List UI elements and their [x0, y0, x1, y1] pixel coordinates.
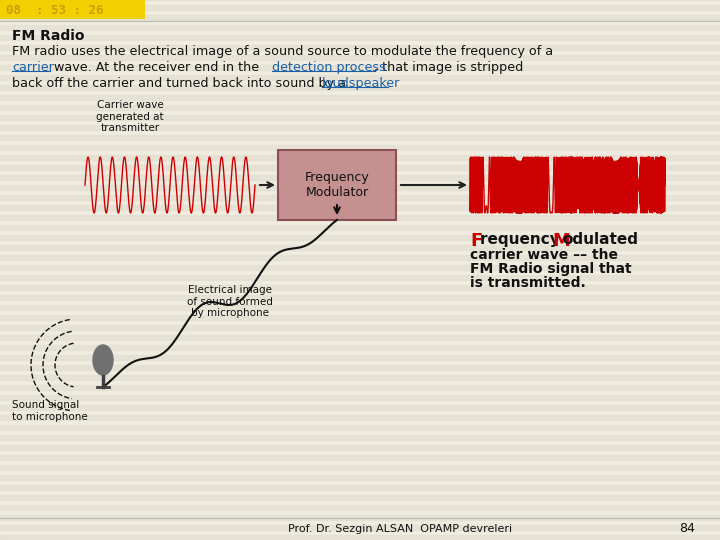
Bar [0, 5, 720, 10]
FancyBboxPatch shape [0, 0, 145, 19]
Bar [0, 425, 720, 430]
Bar [0, 35, 720, 40]
Text: Electrical image
of sound formed
by microphone: Electrical image of sound formed by micr… [187, 285, 273, 318]
Bar [0, 95, 720, 100]
Bar [0, 435, 720, 440]
Text: Carrier wave
generated at
transmitter: Carrier wave generated at transmitter [96, 100, 164, 133]
Text: FM Radio: FM Radio [12, 29, 84, 43]
Bar [0, 355, 720, 360]
FancyBboxPatch shape [278, 150, 396, 220]
Bar [0, 415, 720, 420]
Bar [0, 145, 720, 150]
Bar [0, 325, 720, 330]
Text: Sound signal
to microphone: Sound signal to microphone [12, 400, 88, 422]
Text: .: . [388, 77, 392, 90]
Text: FM Radio signal that: FM Radio signal that [470, 262, 631, 276]
Text: odulated: odulated [562, 232, 638, 247]
Bar [0, 75, 720, 80]
Bar [0, 85, 720, 90]
Bar [0, 365, 720, 370]
Bar [0, 305, 720, 310]
Bar [0, 245, 720, 250]
Text: loudspeaker: loudspeaker [322, 77, 400, 90]
Text: carrier wave –– the: carrier wave –– the [470, 248, 618, 262]
Bar [0, 205, 720, 210]
Bar [0, 255, 720, 260]
Bar [0, 505, 720, 510]
Bar [0, 295, 720, 300]
Bar [0, 455, 720, 460]
Bar [0, 345, 720, 350]
Bar [0, 485, 720, 490]
Bar [0, 195, 720, 200]
Bar [0, 15, 720, 20]
Bar [0, 445, 720, 450]
Bar [0, 275, 720, 280]
Bar [0, 175, 720, 180]
Bar [0, 105, 720, 110]
Bar [0, 25, 720, 30]
Bar [0, 515, 720, 520]
Bar [0, 55, 720, 60]
Bar [0, 315, 720, 320]
Bar [0, 115, 720, 120]
Text: 08  : 53 : 26: 08 : 53 : 26 [6, 3, 104, 17]
Bar [0, 465, 720, 470]
Text: M: M [552, 232, 570, 250]
Text: Frequency
Modulator: Frequency Modulator [305, 171, 369, 199]
Bar [0, 185, 720, 190]
Text: wave. At the receiver end in the: wave. At the receiver end in the [50, 61, 263, 74]
Bar [0, 335, 720, 340]
Text: back off the carrier and turned back into sound by a: back off the carrier and turned back int… [12, 77, 350, 90]
Bar [0, 405, 720, 410]
Bar [0, 535, 720, 540]
Text: requency: requency [480, 232, 565, 247]
Text: carrier: carrier [12, 61, 54, 74]
Bar [0, 525, 720, 530]
Bar [0, 225, 720, 230]
Text: FM radio uses the electrical image of a sound source to modulate the frequency o: FM radio uses the electrical image of a … [12, 45, 553, 58]
Bar [0, 395, 720, 400]
Text: Prof. Dr. Sezgin ALSAN  OPAMP devreleri: Prof. Dr. Sezgin ALSAN OPAMP devreleri [288, 524, 512, 534]
Bar [0, 215, 720, 220]
Bar [0, 45, 720, 50]
Text: 84: 84 [679, 523, 695, 536]
Bar [0, 155, 720, 160]
Text: F: F [470, 232, 482, 250]
Text: is transmitted.: is transmitted. [470, 276, 586, 290]
Text: detection process: detection process [272, 61, 386, 74]
Bar [0, 265, 720, 270]
Bar [0, 65, 720, 70]
Ellipse shape [93, 345, 113, 375]
Bar [0, 495, 720, 500]
Bar [0, 125, 720, 130]
Bar [0, 385, 720, 390]
Text: , that image is stripped: , that image is stripped [374, 61, 523, 74]
Bar [0, 165, 720, 170]
Bar [0, 285, 720, 290]
Bar [0, 135, 720, 140]
Bar [0, 235, 720, 240]
Bar [0, 475, 720, 480]
Bar [0, 375, 720, 380]
